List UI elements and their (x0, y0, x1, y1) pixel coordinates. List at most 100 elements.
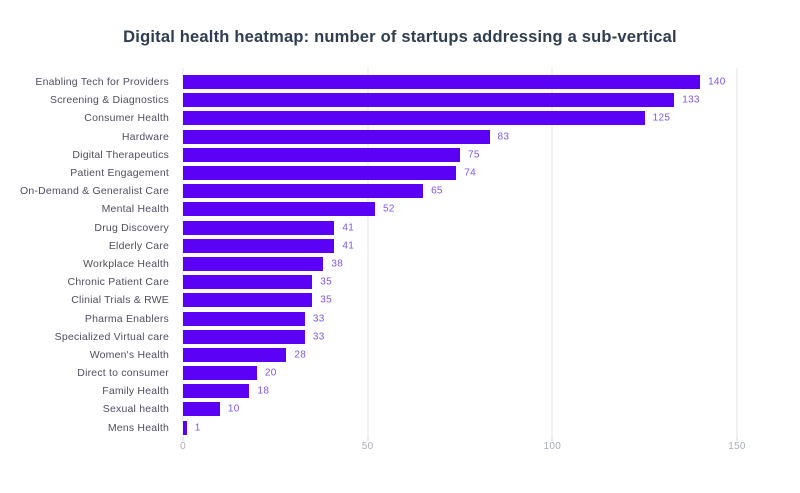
bar-area: 75 (183, 147, 737, 162)
chart-row: Elderly Care 41 (0, 237, 800, 255)
value-label: 75 (468, 149, 480, 161)
x-tick-label: 50 (361, 441, 374, 452)
tickmark-100 (551, 437, 553, 441)
bar-rows: Enabling Tech for Providers 140 Screening … (0, 73, 800, 437)
x-tick-label: 100 (543, 441, 562, 452)
x-tick-label: 0 (180, 441, 186, 452)
category-label: Clinial Trials & RWE (71, 294, 169, 307)
category-label: Workplace Health (83, 257, 169, 270)
tickmark-150 (736, 437, 738, 441)
bar (183, 366, 257, 381)
category-label: Mens Health (107, 421, 169, 434)
category-label: Patient Engagement (70, 167, 169, 180)
chart-row: Consumer Health 125 (0, 109, 800, 127)
chart-row: Women's Health 28 (0, 346, 800, 364)
bar (183, 147, 460, 162)
bar (183, 402, 220, 417)
tickmark-0 (182, 437, 184, 441)
bar-area: 18 (183, 384, 737, 399)
bar-area: 20 (183, 366, 737, 381)
category-label: Chronic Patient Care (67, 276, 169, 289)
bar-area: 74 (183, 166, 737, 181)
value-label: 33 (312, 312, 325, 324)
chart-row: Pharma Enablers 33 (0, 309, 800, 327)
bar (183, 238, 335, 253)
category-label: Elderly Care (108, 239, 169, 252)
value-label: 20 (264, 367, 277, 379)
bar-area: 10 (183, 402, 737, 417)
category-label: Direct to consumer (77, 367, 169, 380)
value-label: 65 (431, 185, 443, 197)
bar-area: 133 (183, 93, 737, 108)
bar-area: 33 (183, 311, 737, 326)
value-label: 52 (383, 203, 395, 215)
bar-area: 1 (183, 420, 737, 435)
chart-row: Clinial Trials & RWE 35 (0, 291, 800, 309)
chart-row: Enabling Tech for Providers 140 (0, 73, 800, 91)
bar-area: 28 (183, 347, 737, 362)
value-label: 125 (652, 112, 671, 124)
chart-row: Patient Engagement 74 (0, 164, 800, 182)
value-label: 133 (682, 94, 700, 106)
bar-area: 125 (183, 111, 737, 126)
tickmark-50 (367, 437, 369, 441)
value-label: 35 (320, 294, 332, 306)
bar-area: 52 (183, 202, 737, 217)
bar (183, 202, 376, 217)
category-label: Specialized Virtual care (54, 330, 169, 343)
chart-title: Digital health heatmap: number of startu… (123, 28, 677, 46)
bar-area: 83 (183, 129, 737, 144)
category-label: Screening & Diagnostics (50, 94, 169, 107)
category-label: Digital Therapeutics (72, 148, 169, 161)
chart-row: Digital Therapeutics 75 (0, 146, 800, 164)
bar (183, 93, 675, 108)
bar-area: 140 (183, 75, 737, 90)
gridline-50 (367, 68, 369, 437)
value-label: 140 (708, 76, 726, 88)
value-label: 35 (320, 276, 332, 288)
value-label: 38 (331, 258, 344, 270)
bar (183, 293, 313, 308)
x-axis: 0 50 100 150 (180, 441, 745, 455)
bar-area: 33 (183, 329, 737, 344)
category-label: Mental Health (101, 203, 169, 216)
category-label: Sexual health (102, 403, 169, 416)
chart-row: Screening & Diagnostics 133 (0, 91, 800, 109)
chart-row: Hardware 83 (0, 128, 800, 146)
value-label: 33 (312, 330, 325, 342)
chart-row: Workplace Health 38 (0, 255, 800, 273)
bar (183, 384, 250, 399)
bar-area: 41 (183, 238, 737, 253)
bar (183, 129, 490, 144)
chart-row: Family Health 18 (0, 382, 800, 400)
value-label: 41 (342, 221, 355, 233)
bar (183, 311, 305, 326)
chart-row: Sexual health 10 (0, 400, 800, 418)
bar-area: 35 (183, 293, 737, 308)
category-label: Consumer Health (84, 112, 169, 125)
value-label: 28 (294, 349, 307, 361)
bar (183, 329, 305, 344)
category-label: Enabling Tech for Providers (35, 76, 169, 89)
chart-row: On-Demand & Generalist Care 65 (0, 182, 800, 200)
category-label: Pharma Enablers (84, 312, 169, 325)
gridline-150 (736, 68, 738, 437)
bar (183, 275, 313, 290)
bar (183, 166, 457, 181)
category-label: Women's Health (89, 348, 169, 361)
category-label: Hardware (121, 130, 169, 143)
x-tick-label: 150 (728, 441, 746, 452)
category-label: Drug Discovery (94, 221, 169, 234)
bar (183, 220, 335, 235)
value-label: 41 (342, 240, 355, 252)
chart-row: Specialized Virtual care 33 (0, 328, 800, 346)
chart-row: Chronic Patient Care 35 (0, 273, 800, 291)
category-label: Family Health (102, 385, 169, 398)
gridline-100 (551, 68, 553, 437)
bar (183, 75, 701, 90)
bar (183, 256, 324, 271)
value-label: 1 (194, 421, 201, 433)
value-label: 18 (257, 385, 270, 397)
chart-row: Mens Health 1 (0, 419, 800, 437)
